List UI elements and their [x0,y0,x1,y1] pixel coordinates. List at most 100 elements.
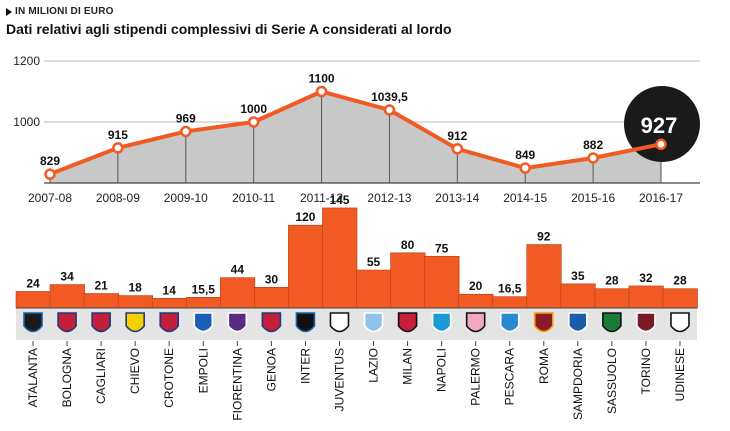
club-badge-icon-atalanta [23,312,43,333]
club-badge-icon-napoli [431,312,452,333]
highlight-circle [624,86,700,162]
triangle-bullet-icon [6,7,12,16]
bar-value-label-CHIEVO: 18 [128,281,142,295]
value-label-2013-14: 912 [447,129,467,143]
value-label-2012-13: 1039,5 [371,90,408,104]
team-label-empoli: EMPOLI [196,348,210,393]
club-badge-icon-sassuolo [602,312,622,333]
data-point-2011-12 [315,85,328,98]
club-badge-icon-cagliari [91,312,111,333]
value-label-2007-08: 829 [40,154,60,168]
bar-LAZIO [356,269,392,309]
x-tick-label-2008-09: 2008-09 [96,191,140,205]
bar-value-label-ROMA: 92 [537,230,551,244]
bar-value-label-MILAN: 80 [401,238,415,252]
bar-JUVENTUS [322,207,358,309]
x-tick-label-2009-10: 2009-10 [164,191,208,205]
club-badge-icon-lazio [363,312,384,333]
bar-value-label-PALERMO: 20 [469,279,483,293]
data-point-2010-11 [247,116,260,128]
team-label-palermo: PALERMO [469,348,483,406]
value-label-2016-17: 927 [641,113,678,138]
bar-INTER [288,224,324,309]
team-label-juventus: JUVENTUS [332,348,346,411]
team-label-sassuolo: SASSUOLO [605,348,619,414]
data-point-2013-14 [451,143,464,155]
club-badge-icon-fiorentina [227,312,248,333]
club-badge-icon-torino [636,312,656,333]
team-label-pescara: PESCARA [503,348,517,405]
value-label-2015-16: 882 [583,138,603,152]
bar-value-label-UDINESE: 28 [673,274,687,288]
unit-text: IN MILIONI DI EURO [15,6,114,17]
bar-CAGLIARI [83,293,119,309]
data-point-2014-15 [519,162,531,174]
x-tick-label-2012-13: 2012-13 [367,191,411,205]
team-label-inter: INTER [298,348,312,384]
team-label-bologna: BOLOGNA [60,348,74,407]
team-label-udinese: UDINESE [673,348,687,401]
team-label-fiorentina: FIORENTINA [230,348,244,421]
bar-NAPOLI [424,255,460,309]
chart-header: IN MILIONI DI EURO Dati relativi agli st… [6,6,452,37]
bar-PESCARA [492,296,528,309]
club-badge-icon-juventus [329,312,350,333]
bar-CROTONE [151,298,188,309]
bar-value-label-FIORENTINA: 44 [231,263,245,277]
area-fill [50,91,661,183]
club-badge-icon-empoli [193,312,214,333]
y-tick-label-1200: 1200 [13,54,40,68]
team-label-chievo: CHIEVO [128,348,142,394]
y-tick-label-1000: 1000 [13,115,40,129]
team-label-cagliari: CAGLIARI [94,348,108,404]
team-label-milan: MILAN [401,348,415,385]
club-badge-icon-chievo [125,312,145,333]
bar-MILAN [390,252,426,309]
bar-value-label-NAPOLI: 75 [435,241,449,255]
club-badge-icon-sampdoria [568,312,588,333]
x-tick-label-2014-15: 2014-15 [503,191,547,205]
team-label-sampdoria: SAMPDORIA [571,348,585,420]
team-label-roma: ROMA [537,348,551,384]
logo-strip [16,308,697,340]
club-badge-icon-roma [533,312,554,333]
data-point-2007-08 [44,168,56,180]
bar-UDINESE [662,288,698,309]
x-tick-label-2011-12: 2011-12 [300,191,343,205]
team-label-crotone: CROTONE [162,348,176,408]
club-badge-icon-crotone [159,312,180,333]
unit-label: IN MILIONI DI EURO [6,6,452,17]
value-label-2009-10: 969 [176,111,196,125]
chart-title: Dati relativi agli stipendi complessivi … [6,21,452,37]
club-badge-icon-inter [295,312,316,333]
data-point-2009-10 [180,125,192,138]
bar-CHIEVO [117,295,154,309]
bar-FIORENTINA [220,277,256,309]
x-tick-label-2015-16: 2015-16 [571,191,615,205]
club-badge-icon-udinese [670,312,690,333]
bar-value-label-ATALANTA: 24 [26,276,40,290]
data-point-2015-16 [587,152,599,164]
bar-value-label-INTER: 120 [295,210,315,224]
bar-value-label-EMPOLI: 15,5 [192,282,216,296]
bar-GENOA [254,286,290,309]
team-label-atalanta: ATALANTA [26,348,40,407]
bar-ATALANTA [15,291,51,309]
bar-value-label-SASSUOLO: 28 [605,274,619,288]
value-label-2008-09: 915 [108,128,128,142]
team-label-napoli: NAPOLI [435,348,449,392]
x-tick-label-2007-08: 2007-08 [28,191,72,205]
x-tick-label-2016-17: 2016-17 [639,191,683,205]
club-badge-icon-genoa [261,312,282,333]
x-tick-label-2010-11: 2010-11 [232,191,275,205]
club-badge-icon-palermo [465,312,486,333]
x-tick-label-2013-14: 2013-14 [435,191,479,205]
data-point-2016-17 [655,138,667,151]
data-point-2012-13 [383,104,396,116]
club-badge-icon-milan [397,312,418,333]
bar-value-label-BOLOGNA: 34 [60,270,74,284]
data-point-2008-09 [112,142,124,154]
bar-value-label-GENOA: 30 [265,272,279,286]
bar-value-label-CAGLIARI: 21 [94,279,108,293]
